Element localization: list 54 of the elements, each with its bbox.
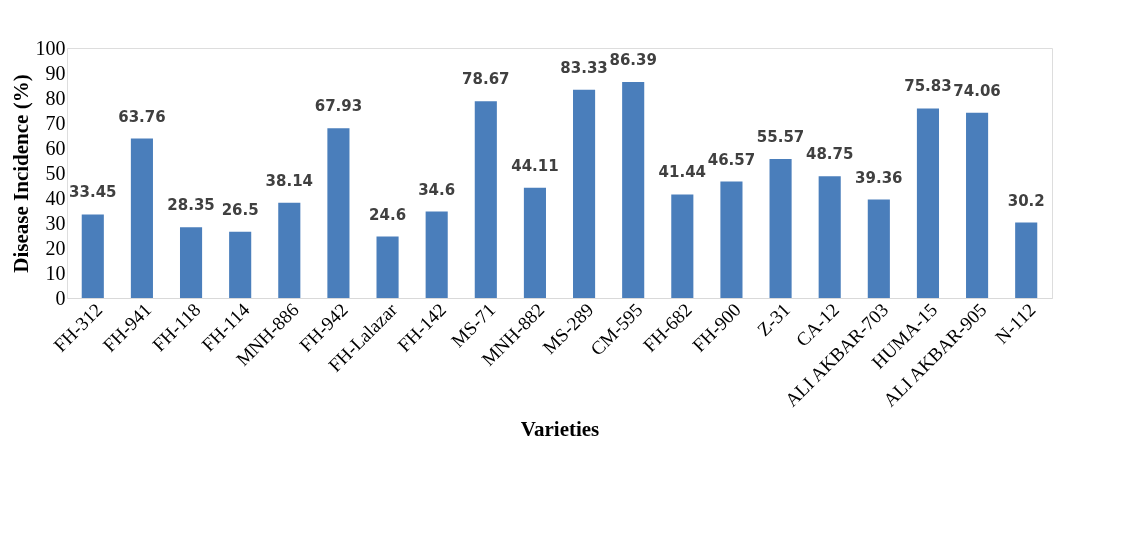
bar (81, 214, 104, 298)
bar (376, 236, 399, 298)
data-label: 86.39 (609, 51, 657, 70)
data-label: 78.67 (462, 70, 510, 89)
y-axis-title: Disease Incidence (%) (8, 74, 33, 273)
y-tick-label: 70 (45, 111, 66, 134)
data-label: 30.2 (1007, 191, 1045, 210)
data-label: 38.14 (265, 171, 314, 190)
bar (1015, 222, 1038, 298)
y-tick-label: 10 (45, 261, 66, 284)
bar (769, 159, 792, 298)
data-label: 44.11 (511, 156, 559, 175)
bar (425, 211, 448, 298)
bar (867, 199, 890, 298)
y-tick-label: 80 (45, 86, 66, 109)
data-label: 33.45 (69, 183, 117, 202)
bar (622, 82, 645, 298)
data-label: 83.33 (560, 58, 608, 77)
y-tick-label: 50 (45, 161, 66, 184)
x-axis-title: Varieties (520, 417, 600, 442)
data-label: 74.06 (953, 81, 1001, 100)
y-tick-label: 60 (45, 136, 66, 159)
bar (130, 138, 153, 298)
x-tick-label: Z-31 (753, 299, 795, 341)
data-label: 39.36 (855, 168, 903, 187)
y-tick-label: 20 (45, 236, 66, 259)
bar (327, 128, 350, 298)
data-label: 34.6 (418, 180, 456, 199)
data-label: 75.83 (904, 77, 952, 96)
bar (474, 101, 497, 298)
y-tick-label: 30 (45, 211, 66, 234)
data-label: 63.76 (118, 107, 166, 126)
data-label: 55.57 (756, 128, 805, 147)
data-label: 48.75 (805, 145, 854, 164)
data-label: 46.57 (707, 150, 756, 169)
bar (179, 227, 203, 298)
data-label: 28.35 (167, 196, 215, 215)
bar (671, 194, 694, 298)
bar (573, 89, 596, 298)
bar (720, 181, 743, 298)
bar (966, 112, 989, 298)
y-tick-label: 100 (35, 36, 66, 59)
data-label: 26.5 (221, 200, 259, 219)
bar (229, 231, 252, 298)
data-label: 41.44 (658, 163, 707, 182)
bar (916, 108, 940, 298)
bar (523, 187, 546, 298)
data-label: 24.6 (369, 205, 407, 224)
bar (278, 202, 301, 298)
y-tick-label: 40 (45, 186, 66, 209)
y-tick-label: 0 (55, 286, 66, 309)
bar (818, 176, 841, 298)
y-tick-label: 90 (45, 61, 66, 84)
data-label: 67.93 (314, 97, 363, 116)
